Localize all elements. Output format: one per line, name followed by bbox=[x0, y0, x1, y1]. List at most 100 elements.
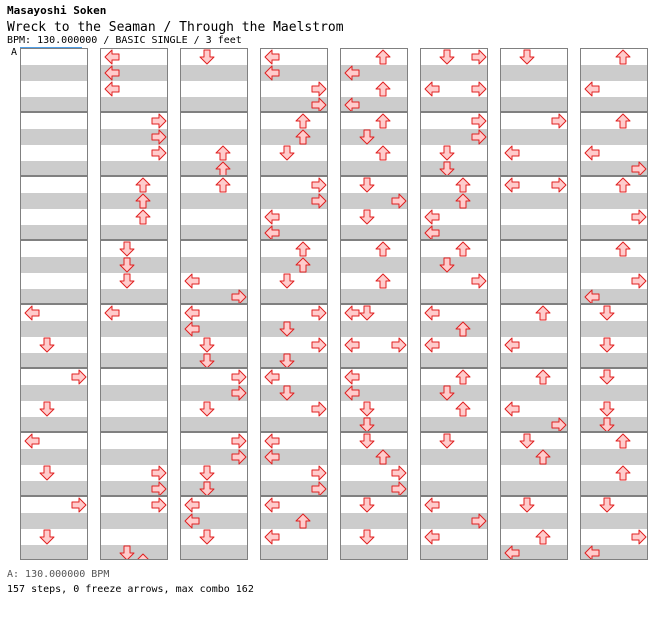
beat-band bbox=[581, 481, 647, 495]
right-arrow-icon bbox=[311, 465, 327, 481]
beat-band bbox=[261, 257, 327, 273]
measure bbox=[100, 240, 168, 304]
beat-band bbox=[501, 417, 567, 431]
beat-band bbox=[581, 449, 647, 465]
up-arrow-icon bbox=[135, 193, 151, 209]
bpm-legend: A: 130.000000 BPM bbox=[7, 569, 110, 580]
right-arrow-icon bbox=[231, 449, 247, 465]
down-arrow-icon bbox=[39, 337, 55, 353]
left-arrow-icon bbox=[584, 545, 600, 559]
down-arrow-icon bbox=[439, 433, 455, 449]
right-arrow-icon bbox=[391, 337, 407, 353]
down-arrow-icon bbox=[279, 273, 295, 289]
beat-band bbox=[501, 129, 567, 145]
right-arrow-icon bbox=[471, 129, 487, 145]
measure bbox=[180, 176, 248, 240]
beat-band bbox=[581, 161, 647, 175]
beat-band bbox=[421, 513, 487, 529]
beat-band bbox=[581, 353, 647, 367]
beat-band bbox=[21, 417, 87, 431]
right-arrow-icon bbox=[311, 81, 327, 97]
down-arrow-icon bbox=[599, 369, 615, 385]
down-arrow-icon bbox=[439, 385, 455, 401]
beat-band bbox=[581, 193, 647, 209]
beat-band bbox=[181, 353, 247, 367]
beat-band bbox=[581, 321, 647, 337]
bpm-change-marker: A bbox=[11, 47, 18, 58]
measure bbox=[180, 304, 248, 368]
beat-band bbox=[21, 545, 87, 559]
down-arrow-icon bbox=[519, 433, 535, 449]
left-arrow-icon bbox=[184, 321, 200, 337]
up-arrow-icon bbox=[615, 49, 631, 65]
measure bbox=[260, 176, 328, 240]
beat-band bbox=[341, 257, 407, 273]
down-arrow-icon bbox=[599, 305, 615, 321]
left-arrow-icon bbox=[504, 177, 520, 193]
measure bbox=[180, 432, 248, 496]
measure bbox=[260, 112, 328, 176]
beat-band bbox=[341, 225, 407, 239]
beat-band bbox=[261, 161, 327, 175]
left-arrow-icon bbox=[264, 449, 280, 465]
down-arrow-icon bbox=[39, 465, 55, 481]
right-arrow-icon bbox=[631, 209, 647, 225]
up-arrow-icon bbox=[375, 145, 391, 161]
measure bbox=[20, 240, 88, 304]
up-arrow-icon bbox=[295, 113, 311, 129]
beat-band bbox=[501, 353, 567, 367]
down-arrow-icon bbox=[599, 337, 615, 353]
up-arrow-icon bbox=[615, 113, 631, 129]
measure bbox=[180, 240, 248, 304]
beat-band bbox=[261, 353, 327, 367]
right-arrow-icon bbox=[311, 481, 327, 495]
measure bbox=[260, 496, 328, 560]
right-arrow-icon bbox=[471, 273, 487, 289]
beat-band bbox=[581, 257, 647, 273]
down-arrow-icon bbox=[199, 465, 215, 481]
measure bbox=[340, 240, 408, 304]
beat-band bbox=[341, 161, 407, 175]
left-arrow-icon bbox=[104, 49, 120, 65]
left-arrow-icon bbox=[344, 385, 360, 401]
beat-band bbox=[341, 513, 407, 529]
measure bbox=[180, 368, 248, 432]
left-arrow-icon bbox=[264, 433, 280, 449]
up-arrow-icon bbox=[215, 177, 231, 193]
measure bbox=[500, 432, 568, 496]
beat-band bbox=[261, 65, 327, 81]
up-arrow-icon bbox=[615, 465, 631, 481]
up-arrow-icon bbox=[535, 529, 551, 545]
left-arrow-icon bbox=[24, 305, 40, 321]
right-arrow-icon bbox=[151, 481, 167, 495]
measure bbox=[340, 176, 408, 240]
beat-band bbox=[501, 161, 567, 175]
measure bbox=[340, 368, 408, 432]
left-arrow-icon bbox=[424, 529, 440, 545]
right-arrow-icon bbox=[471, 81, 487, 97]
down-arrow-icon bbox=[279, 353, 295, 367]
down-arrow-icon bbox=[359, 129, 375, 145]
up-arrow-icon bbox=[135, 209, 151, 225]
left-arrow-icon bbox=[504, 145, 520, 161]
down-arrow-icon bbox=[519, 497, 535, 513]
up-arrow-icon bbox=[455, 193, 471, 209]
left-arrow-icon bbox=[584, 145, 600, 161]
up-arrow-icon bbox=[375, 241, 391, 257]
beat-band bbox=[501, 225, 567, 239]
right-arrow-icon bbox=[151, 465, 167, 481]
beat-band bbox=[21, 385, 87, 401]
measure bbox=[20, 304, 88, 368]
step-stats: 157 steps, 0 freeze arrows, max combo 16… bbox=[7, 584, 254, 595]
up-arrow-icon bbox=[215, 145, 231, 161]
left-arrow-icon bbox=[264, 497, 280, 513]
right-arrow-icon bbox=[231, 289, 247, 303]
down-arrow-icon bbox=[359, 433, 375, 449]
down-arrow-icon bbox=[599, 417, 615, 431]
right-arrow-icon bbox=[311, 193, 327, 209]
left-arrow-icon bbox=[424, 209, 440, 225]
down-arrow-icon bbox=[279, 321, 295, 337]
measure bbox=[260, 48, 328, 112]
up-arrow-icon bbox=[375, 49, 391, 65]
left-arrow-icon bbox=[344, 305, 360, 321]
